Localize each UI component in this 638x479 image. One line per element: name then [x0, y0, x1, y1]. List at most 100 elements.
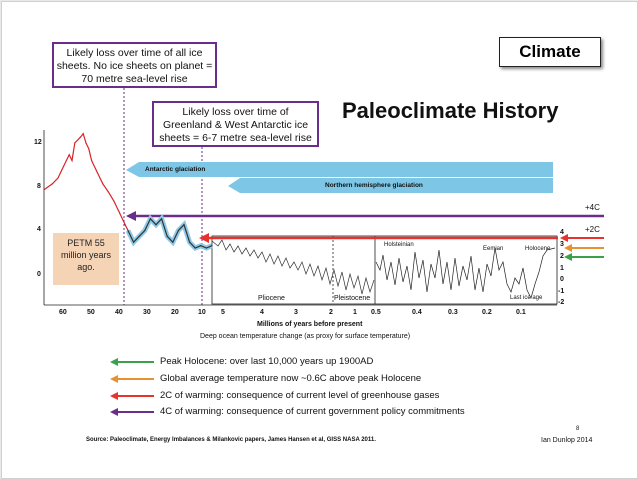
data-point — [149, 218, 151, 220]
slide-title: Paleoclimate History — [342, 98, 559, 123]
legend-arrow — [110, 358, 154, 366]
data-point — [194, 247, 196, 249]
epoch-label-last-ice-age: Last ice age — [510, 295, 543, 301]
data-point — [138, 235, 140, 237]
right-green-arrowhead — [564, 253, 572, 261]
data-point — [88, 148, 90, 150]
northern-glaciation-label: Northern hemisphere glaciation — [325, 182, 423, 189]
legend-row: Global average temperature now ~0.6C abo… — [110, 372, 510, 386]
epoch-label-eemian: Eemian — [483, 246, 504, 252]
callout-line: 70 metre sea-level rise — [81, 73, 188, 85]
legend-row: Peak Holocene: over last 10,000 years up… — [110, 355, 510, 369]
page-number: 8 — [576, 426, 580, 432]
legend-arrow — [110, 392, 154, 400]
epoch-label-pliocene: Pliocene — [258, 295, 285, 302]
epoch-label-pleistocene: Pleistocene — [334, 295, 371, 302]
legend-arrow — [110, 375, 154, 383]
x-tick: 0.3 — [448, 309, 458, 316]
callout-line: Likely loss over time of — [182, 106, 289, 118]
callout-line: Greenland & West Antarctic ice — [162, 119, 309, 131]
data-point — [155, 224, 157, 226]
data-point — [68, 154, 70, 156]
data-point — [79, 136, 81, 138]
northern-glaciation-bar — [228, 178, 553, 193]
x-axis-label: Millions of years before present — [257, 321, 363, 328]
source-note: Source: Paleoclimate, Energy Imbalances … — [86, 437, 376, 443]
y-tick: 4 — [37, 226, 41, 233]
series-band — [125, 214, 213, 251]
legend-text: Peak Holocene: over last 10,000 years up… — [160, 356, 374, 367]
data-point — [63, 165, 65, 167]
x-tick: 20 — [171, 309, 179, 316]
legend-row: 2C of warming: consequence of current le… — [110, 389, 510, 403]
x-tick: 50 — [87, 309, 95, 316]
legend-arrow — [110, 408, 154, 416]
y-tick-right: 0 — [560, 276, 564, 283]
inset-panel — [211, 235, 558, 305]
data-point — [51, 183, 54, 185]
chart-caption: Deep ocean temperature change (as proxy … — [200, 333, 411, 340]
x-tick: 0.1 — [516, 309, 526, 316]
y-tick-right: -2 — [558, 299, 565, 306]
y-tick-right: 4 — [560, 229, 564, 236]
callout-line: Likely loss over time of all ice — [66, 47, 203, 59]
callout-greenland: Likely loss over time of Greenland & Wes… — [152, 101, 319, 147]
data-point — [133, 241, 135, 243]
data-point — [119, 212, 121, 214]
callout-all-ice-sheets: Likely loss over time of all ice sheets.… — [52, 42, 217, 88]
series-line-deep_ocean_temp_60_to_35Ma — [43, 132, 129, 231]
epoch-label-holsteinian: Holsteinian — [384, 242, 414, 248]
warming-label-4c: +4C — [585, 203, 600, 212]
antarctic-glaciation-label: Antarctic glaciation — [145, 166, 206, 173]
x-tick: 0.4 — [412, 309, 422, 316]
legend-text: 2C of warming: consequence of current le… — [160, 390, 440, 401]
inset-glacial-cycles-line — [375, 247, 556, 299]
data-point — [85, 142, 87, 144]
data-point — [189, 241, 191, 243]
epoch-label-holocene: Holocene — [525, 246, 551, 252]
data-point — [107, 191, 109, 193]
pliocene-pleistocene-line — [211, 239, 375, 295]
data-point — [102, 183, 104, 185]
legend-row: 4C of warming: consequence of current go… — [110, 405, 510, 419]
data-point — [205, 247, 207, 249]
y-tick: 8 — [37, 183, 41, 190]
data-point — [43, 189, 45, 191]
y-tick-right: 2 — [560, 253, 564, 260]
data-point — [91, 159, 93, 162]
x-tick: 40 — [115, 309, 123, 316]
x-tick: 60 — [59, 309, 67, 316]
data-point — [124, 224, 126, 226]
author: Ian Dunlop 2014 — [541, 437, 593, 444]
legend-text: Global average temperature now ~0.6C abo… — [160, 373, 422, 384]
y-tick-right: 3 — [560, 241, 564, 248]
petm-callout: PETM 55 million years ago. — [53, 233, 119, 285]
series-line-deep_ocean_temp_35_to_5Ma — [127, 217, 213, 249]
data-point — [74, 142, 76, 144]
data-point — [161, 218, 163, 220]
petm-line: PETM 55 — [67, 238, 105, 248]
antarctic-glaciation-bar — [126, 162, 553, 177]
callout-line: sheets = 6-7 metre sea-level rise — [159, 132, 312, 144]
y-tick-right: -1 — [558, 288, 565, 295]
y-tick: 0 — [37, 271, 41, 278]
warming-label-2c: +2C — [585, 225, 600, 234]
x-tick: 10 — [198, 309, 206, 316]
data-point — [82, 133, 84, 135]
data-point — [71, 159, 73, 162]
x-tick: 0.2 — [482, 309, 492, 316]
arrowhead-4c — [126, 211, 136, 221]
data-point — [183, 224, 185, 226]
x-tick: 1 — [353, 309, 357, 316]
data-point — [113, 200, 115, 202]
y-tick-right: 1 — [560, 265, 564, 272]
arrowhead-2c — [199, 233, 209, 243]
x-tick: 30 — [143, 309, 151, 316]
y-tick: 12 — [34, 139, 42, 146]
x-tick: 3 — [294, 309, 298, 316]
data-point — [144, 229, 146, 232]
legend-text: 4C of warming: consequence of current go… — [160, 406, 465, 417]
data-point — [177, 229, 179, 232]
data-point — [211, 245, 213, 247]
